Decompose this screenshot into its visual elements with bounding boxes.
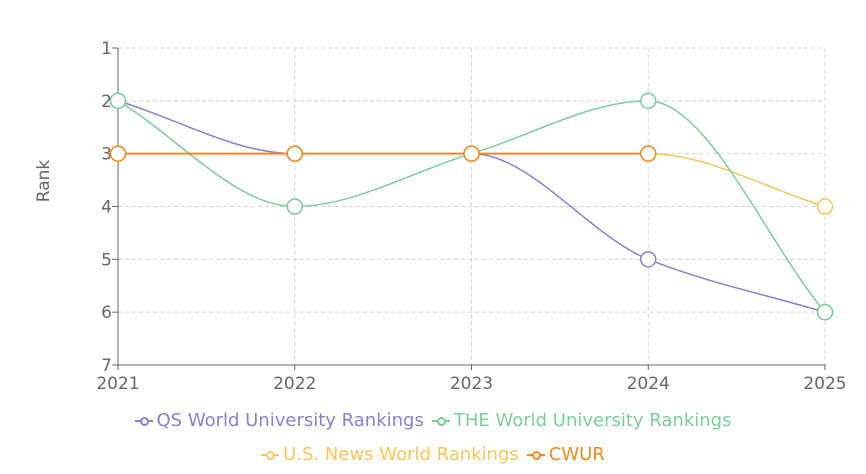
- grid-lines: [118, 47, 826, 365]
- legend-item[interactable]: U.S. News World Rankings: [261, 444, 519, 465]
- legend-row-1: QS World University Rankings THE World Un…: [0, 410, 866, 432]
- data-point: [640, 251, 657, 268]
- legend-marker-icon: [526, 449, 545, 461]
- data-point: [109, 145, 127, 162]
- data-point: [816, 198, 834, 215]
- y-tick-label: 2: [101, 92, 112, 112]
- legend-marker-icon: [134, 415, 153, 427]
- legend-label: CWUR: [548, 444, 605, 465]
- data-point: [286, 145, 303, 162]
- data-point: [109, 92, 127, 110]
- data-point: [286, 198, 303, 215]
- legend-label: U.S. News World Rankings: [283, 444, 519, 465]
- data-point: [640, 92, 657, 110]
- y-tick-label: 6: [101, 303, 112, 323]
- y-tick-label: 3: [101, 145, 112, 165]
- legend-item[interactable]: CWUR: [526, 444, 605, 465]
- y-axis-label: Rank: [34, 160, 54, 203]
- x-tick-label: 2023: [450, 374, 493, 394]
- y-tick-label: 7: [101, 356, 112, 376]
- legend-item[interactable]: THE World University Rankings: [431, 410, 732, 431]
- legend-row-2: U.S. News World Rankings CWUR: [0, 444, 866, 466]
- legend-item[interactable]: QS World University Rankings: [134, 410, 424, 431]
- x-tick-label: 2025: [803, 374, 846, 394]
- x-tick-label: 2022: [273, 374, 316, 394]
- data-point: [816, 303, 834, 321]
- legend-label: QS World University Rankings: [156, 410, 424, 431]
- y-tick-label: 4: [101, 198, 112, 218]
- data-point: [640, 145, 657, 162]
- legend-marker-icon: [431, 415, 450, 427]
- data-point: [463, 145, 480, 162]
- legend-marker-icon: [261, 449, 280, 461]
- legend-label: THE World University Rankings: [453, 410, 732, 431]
- y-tick-label: 1: [101, 39, 112, 59]
- series-points: [109, 92, 834, 321]
- y-tick-label: 5: [101, 250, 112, 270]
- x-tick-label: 2021: [96, 374, 139, 394]
- x-tick-label: 2024: [627, 374, 670, 394]
